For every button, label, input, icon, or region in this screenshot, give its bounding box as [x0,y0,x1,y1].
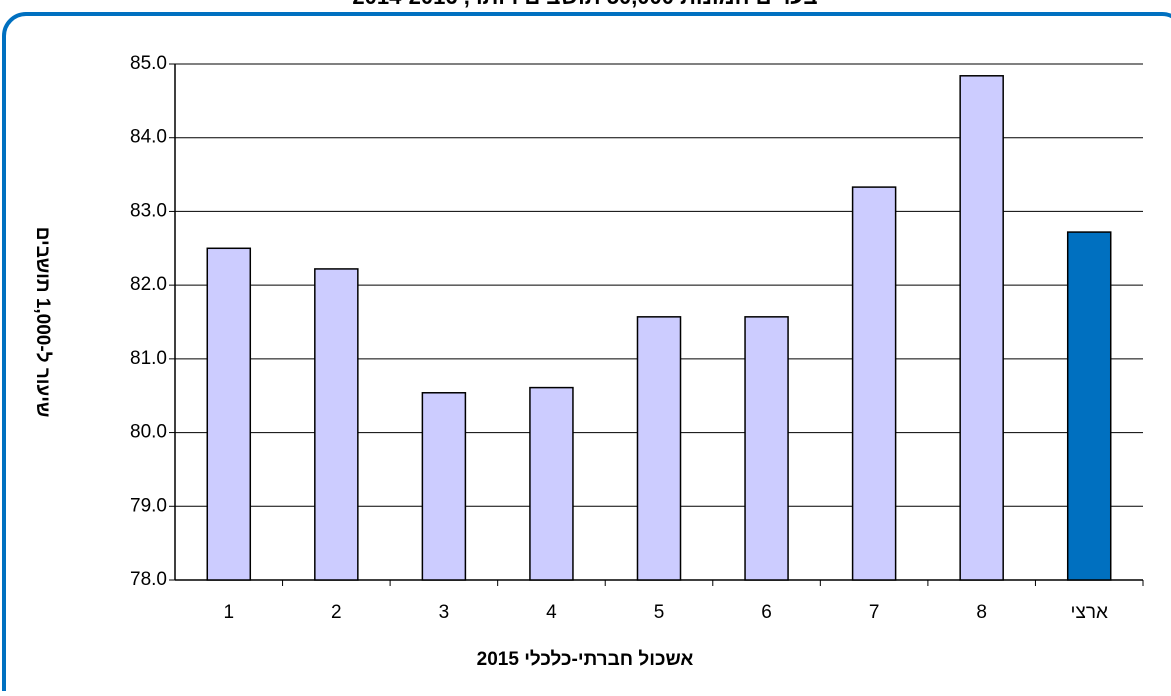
x-tick-label: 6 [761,602,772,623]
y-tick-label: 81.0 [130,348,167,369]
y-tick-label: 85.0 [130,53,167,74]
x-tick-label: 5 [654,602,665,623]
x-tick-label: 8 [976,602,987,623]
x-tick-label: 7 [869,602,880,623]
chart-title: בערים המונות 50,000 תושבים ויותר, 2014-2… [352,0,817,9]
bar [851,186,897,581]
bar [206,247,252,581]
bar [529,386,574,581]
y-tick-label: 79.0 [130,495,167,516]
y-tick-label: 78.0 [130,569,167,590]
bar [314,268,359,581]
bar [744,316,789,581]
x-tick-label: ארצי [1071,602,1108,623]
bar [959,75,1004,581]
bar [421,392,467,581]
x-tick-label: 4 [546,602,557,623]
bar [1066,231,1112,581]
y-tick-label: 80.0 [130,422,167,443]
y-tick-label: 83.0 [130,200,167,221]
x-tick-label: 3 [439,602,450,623]
y-tick-label: 82.0 [130,274,167,295]
y-tick-label: 84.0 [130,127,167,148]
x-tick-label: 1 [223,602,234,623]
y-axis-label: שיעור ל-1,000 תושבים [32,227,53,418]
x-tick-label: 2 [331,602,342,623]
bar [636,316,682,581]
x-axis-label: אשכול חברתי-כלכלי 2015 [477,649,694,670]
